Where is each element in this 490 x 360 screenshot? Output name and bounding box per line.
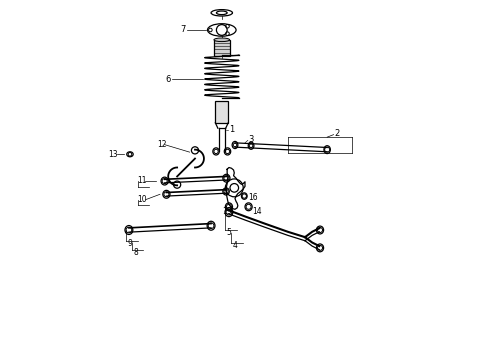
- Text: 11: 11: [137, 176, 146, 185]
- Text: 7: 7: [180, 26, 185, 35]
- Text: 3: 3: [248, 135, 254, 144]
- Text: 14: 14: [252, 207, 262, 216]
- Text: 15: 15: [222, 207, 231, 216]
- Bar: [214, 40, 230, 56]
- Text: 13: 13: [109, 150, 118, 159]
- Text: 1: 1: [229, 126, 234, 135]
- Text: 16: 16: [248, 193, 258, 202]
- Text: 2: 2: [334, 129, 340, 138]
- Ellipse shape: [214, 38, 230, 41]
- Text: 12: 12: [157, 140, 167, 149]
- Text: 9: 9: [127, 239, 132, 248]
- Text: 10: 10: [137, 195, 147, 204]
- Text: 4: 4: [232, 240, 237, 249]
- Text: 8: 8: [134, 248, 138, 257]
- Text: 6: 6: [166, 75, 171, 84]
- Bar: [215, 102, 228, 123]
- Text: 5: 5: [226, 228, 231, 237]
